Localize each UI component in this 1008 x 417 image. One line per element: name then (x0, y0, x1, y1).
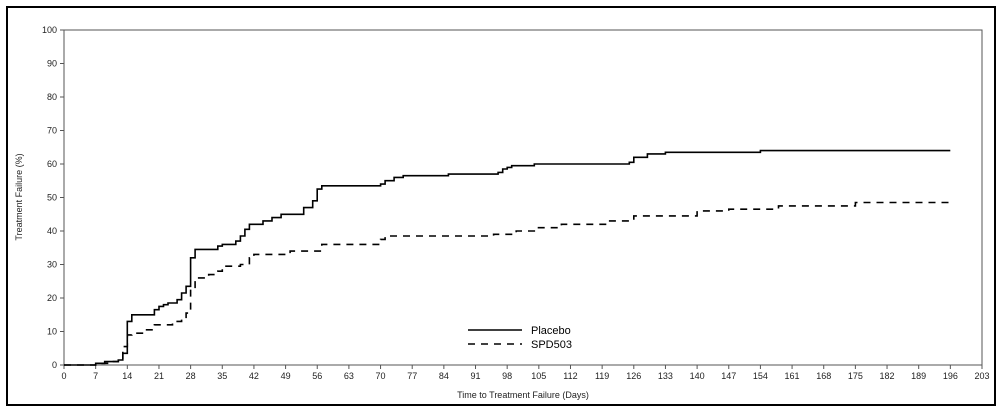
x-tick-label: 196 (943, 371, 958, 381)
x-tick-label: 119 (595, 371, 609, 381)
x-tick-label: 84 (439, 371, 449, 381)
x-tick-label: 0 (61, 371, 66, 381)
y-tick-label: 10 (47, 327, 57, 337)
y-tick-label: 90 (47, 59, 57, 69)
x-tick-label: 112 (563, 371, 577, 381)
x-tick-label: 28 (186, 371, 196, 381)
x-tick-label: 189 (911, 371, 926, 381)
legend: Placebo SPD503 (468, 325, 572, 351)
series-lines (64, 149, 951, 366)
x-axis-title: Time to Treatment Failure (Days) (457, 390, 589, 400)
x-tick-label: 98 (502, 371, 512, 381)
y-axis-title: Treatment Failure (%) (14, 153, 24, 240)
x-tick-label: 7 (93, 371, 98, 381)
y-tick-label: 40 (47, 226, 57, 236)
x-tick-label: 56 (312, 371, 322, 381)
x-tick-label: 175 (848, 371, 863, 381)
x-tick-label: 126 (626, 371, 641, 381)
series-line-placebo (64, 149, 951, 366)
x-tick-label: 203 (974, 371, 989, 381)
x-tick-label: 35 (217, 371, 227, 381)
y-tick-label: 60 (47, 159, 57, 169)
y-tick-label: 30 (47, 260, 57, 270)
x-tick-label: 42 (249, 371, 259, 381)
x-tick-label: 63 (344, 371, 354, 381)
x-tick-label: 133 (658, 371, 673, 381)
x-tick-label: 154 (753, 371, 768, 381)
x-tick-label: 147 (721, 371, 736, 381)
x-tick-label: 161 (785, 371, 800, 381)
legend-label-spd503: SPD503 (531, 339, 572, 351)
y-tick-label: 0 (52, 360, 57, 370)
x-tick-label: 140 (690, 371, 705, 381)
plot-area (63, 29, 983, 366)
y-tick-label: 50 (47, 193, 57, 203)
y-axis-ticks: 0 10 20 30 40 50 60 70 80 90 100 (42, 25, 64, 370)
y-tick-label: 100 (42, 25, 57, 35)
x-tick-label: 168 (816, 371, 831, 381)
x-axis-ticks: 0 7 14 21 28 35 42 49 56 63 70 77 84 91 98 105 112 119 126… (61, 365, 990, 381)
x-tick-label: 77 (407, 371, 417, 381)
x-tick-label: 105 (531, 371, 546, 381)
x-tick-label: 14 (122, 371, 132, 381)
x-tick-label: 182 (880, 371, 895, 381)
y-tick-label: 70 (47, 126, 57, 136)
x-tick-label: 70 (376, 371, 386, 381)
legend-label-placebo: Placebo (531, 325, 571, 337)
x-tick-label: 91 (471, 371, 481, 381)
y-tick-label: 80 (47, 92, 57, 102)
series-line-spd503 (64, 201, 951, 366)
x-tick-label: 21 (154, 371, 164, 381)
y-tick-label: 20 (47, 293, 57, 303)
x-tick-label: 49 (281, 371, 291, 381)
